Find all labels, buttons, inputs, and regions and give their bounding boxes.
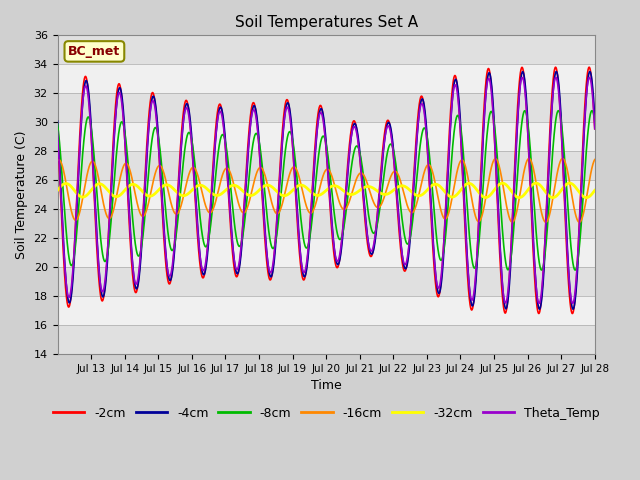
- X-axis label: Time: Time: [311, 379, 342, 392]
- Bar: [58, 122, 595, 151]
- Text: BC_met: BC_met: [68, 45, 120, 58]
- Bar: [58, 296, 595, 325]
- Bar: [58, 64, 595, 93]
- Bar: [58, 180, 595, 209]
- Title: Soil Temperatures Set A: Soil Temperatures Set A: [235, 15, 418, 30]
- Bar: [58, 238, 595, 267]
- Y-axis label: Soil Temperature (C): Soil Temperature (C): [15, 131, 28, 259]
- Legend: -2cm, -4cm, -8cm, -16cm, -32cm, Theta_Temp: -2cm, -4cm, -8cm, -16cm, -32cm, Theta_Te…: [48, 402, 604, 425]
